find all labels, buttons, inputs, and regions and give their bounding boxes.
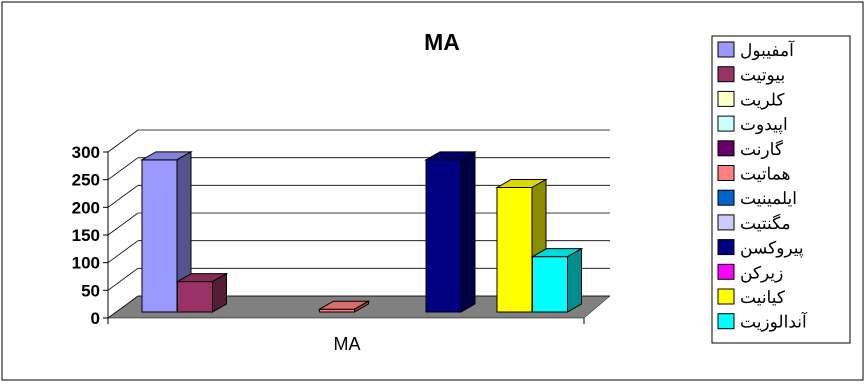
x-axis: MA [334,334,361,354]
gridline-depth [107,129,139,153]
legend-item: آمفیبول [717,39,795,61]
bar-side [212,272,227,313]
gridline-depth [107,185,139,208]
legend-item: زیرکن [717,263,783,283]
bar [317,300,371,313]
bar [530,247,584,313]
legend-item: مگنتیت [717,213,791,233]
legend-item: کیانیت [717,288,786,307]
gridline-depth [107,212,139,236]
bar [495,178,548,313]
gridline-depth [107,295,139,319]
legend-swatch [717,189,735,206]
legend-label: بیوتیت [740,66,785,86]
legend-swatch [717,115,735,132]
legend-swatch [717,288,735,305]
legend-box [711,35,851,344]
legend-label: ایلمینیت [740,189,797,208]
legend-label: هماتیت [740,165,791,184]
bar-front [425,159,462,313]
legend-label: گارنت [740,139,784,160]
y-tick-label: 0 [91,309,100,328]
legend-swatch [717,90,735,107]
bar-front [532,256,568,313]
legend-item: بیوتیت [717,66,785,86]
legend-label: پیروکسن [740,239,804,259]
legend-label: مگنتیت [740,213,791,233]
y-tick-label: 250 [72,171,100,190]
bar-front [496,187,533,313]
legend-item: آندالوزیت [717,311,808,333]
legend-swatch [717,140,735,157]
legend-swatch [717,313,735,330]
legend-swatch [717,214,735,231]
y-tick-label: 50 [81,281,100,300]
legend-items: آمفیبول بیوتیت کلریت اپیدوت گارنت هماتیت ایلمی… [717,39,808,333]
legend-swatch [717,165,735,181]
legend-label: زیرکن [740,263,783,283]
bar-side [460,150,476,313]
legend: آمفیبول بیوتیت کلریت اپیدوت گارنت هماتیت ایلمی… [711,35,851,344]
bar [175,272,229,313]
legend-label: کیانیت [740,288,786,307]
legend-swatch [717,263,735,280]
legend-swatch [717,41,735,58]
legend-item: ایلمینیت [717,189,797,208]
bar [424,150,477,313]
y-tick-label: 150 [72,226,100,245]
y-tick-label: 200 [72,198,100,217]
legend-item: هماتیت [717,165,791,184]
y-axis: 0 50 100 150 200 250 300 [72,143,585,328]
legend-item: پیروکسن [717,239,804,259]
legend-swatch [717,239,735,256]
legend-label: آندالوزیت [740,311,808,333]
legend-item: کلریت [717,90,785,110]
bar-front [141,159,178,313]
bar-side [567,247,582,313]
chart-title: MA [424,29,460,55]
legend-label: کلریت [740,90,785,110]
y-tick-label: 300 [72,143,100,162]
gridline-depth [107,240,139,263]
legend-item: گارنت [717,139,784,160]
bars [140,150,584,313]
legend-swatch [717,66,735,83]
legend-label: آمفیبول [740,39,795,61]
y-tick-label: 100 [72,254,100,273]
x-category-label: MA [334,334,361,354]
bar-side [354,300,369,313]
legend-label: اپیدوت [740,115,788,135]
gridline-depth [107,268,139,291]
bar-front [177,281,213,313]
legend-item: اپیدوت [717,115,788,135]
gridline-depth [107,157,139,180]
